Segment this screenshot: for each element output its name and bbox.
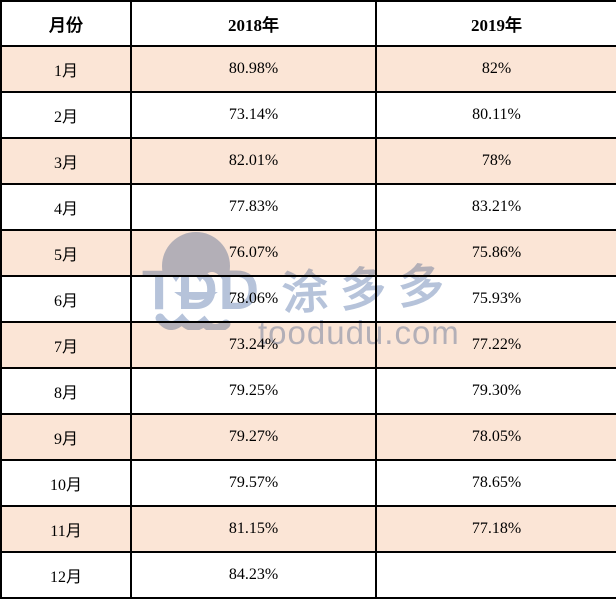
column-header-2018: 2018年 <box>130 0 377 47</box>
value-2019-cell: 83.21% <box>375 183 616 231</box>
value-2019-cell: 82% <box>375 45 616 93</box>
table-row: 11月 81.15% 77.18% <box>0 505 616 553</box>
table-row: 10月 79.57% 78.65% <box>0 459 616 507</box>
month-cell: 12月 <box>0 551 132 599</box>
table-row: 7月 73.24% 77.22% <box>0 321 616 369</box>
value-2019-cell: 79.30% <box>375 367 616 415</box>
value-2018-cell: 81.15% <box>130 505 377 553</box>
value-2019-cell: 78.65% <box>375 459 616 507</box>
value-2018-cell: 79.25% <box>130 367 377 415</box>
table-row: 5月 76.07% 75.86% <box>0 229 616 277</box>
table-row: 3月 82.01% 78% <box>0 137 616 185</box>
value-2018-cell: 77.83% <box>130 183 377 231</box>
value-2018-cell: 79.57% <box>130 459 377 507</box>
column-header-2019: 2019年 <box>375 0 616 47</box>
value-2019-cell: 75.93% <box>375 275 616 323</box>
month-cell: 3月 <box>0 137 132 185</box>
value-2018-cell: 78.06% <box>130 275 377 323</box>
month-cell: 11月 <box>0 505 132 553</box>
value-2018-cell: 82.01% <box>130 137 377 185</box>
value-2018-cell: 79.27% <box>130 413 377 461</box>
month-cell: 2月 <box>0 91 132 139</box>
value-2018-cell: 73.24% <box>130 321 377 369</box>
header-row: 月份 2018年 2019年 <box>0 0 616 47</box>
column-header-month: 月份 <box>0 0 132 47</box>
month-cell: 1月 <box>0 45 132 93</box>
month-cell: 4月 <box>0 183 132 231</box>
table-row: 12月 84.23% <box>0 551 616 599</box>
table-row: 2月 73.14% 80.11% <box>0 91 616 139</box>
month-cell: 10月 <box>0 459 132 507</box>
table-row: 4月 77.83% 83.21% <box>0 183 616 231</box>
value-2019-cell <box>375 551 616 599</box>
value-2018-cell: 80.98% <box>130 45 377 93</box>
month-cell: 7月 <box>0 321 132 369</box>
table-row: 1月 80.98% 82% <box>0 45 616 93</box>
value-2019-cell: 75.86% <box>375 229 616 277</box>
month-cell: 6月 <box>0 275 132 323</box>
value-2019-cell: 77.18% <box>375 505 616 553</box>
value-2019-cell: 78% <box>375 137 616 185</box>
value-2019-cell: 80.11% <box>375 91 616 139</box>
value-2018-cell: 84.23% <box>130 551 377 599</box>
month-cell: 8月 <box>0 367 132 415</box>
month-cell: 5月 <box>0 229 132 277</box>
table-row: 9月 79.27% 78.05% <box>0 413 616 461</box>
value-2019-cell: 77.22% <box>375 321 616 369</box>
value-2018-cell: 73.14% <box>130 91 377 139</box>
table-row: 6月 78.06% 75.93% <box>0 275 616 323</box>
table-row: 8月 79.25% 79.30% <box>0 367 616 415</box>
month-cell: 9月 <box>0 413 132 461</box>
value-2019-cell: 78.05% <box>375 413 616 461</box>
value-2018-cell: 76.07% <box>130 229 377 277</box>
